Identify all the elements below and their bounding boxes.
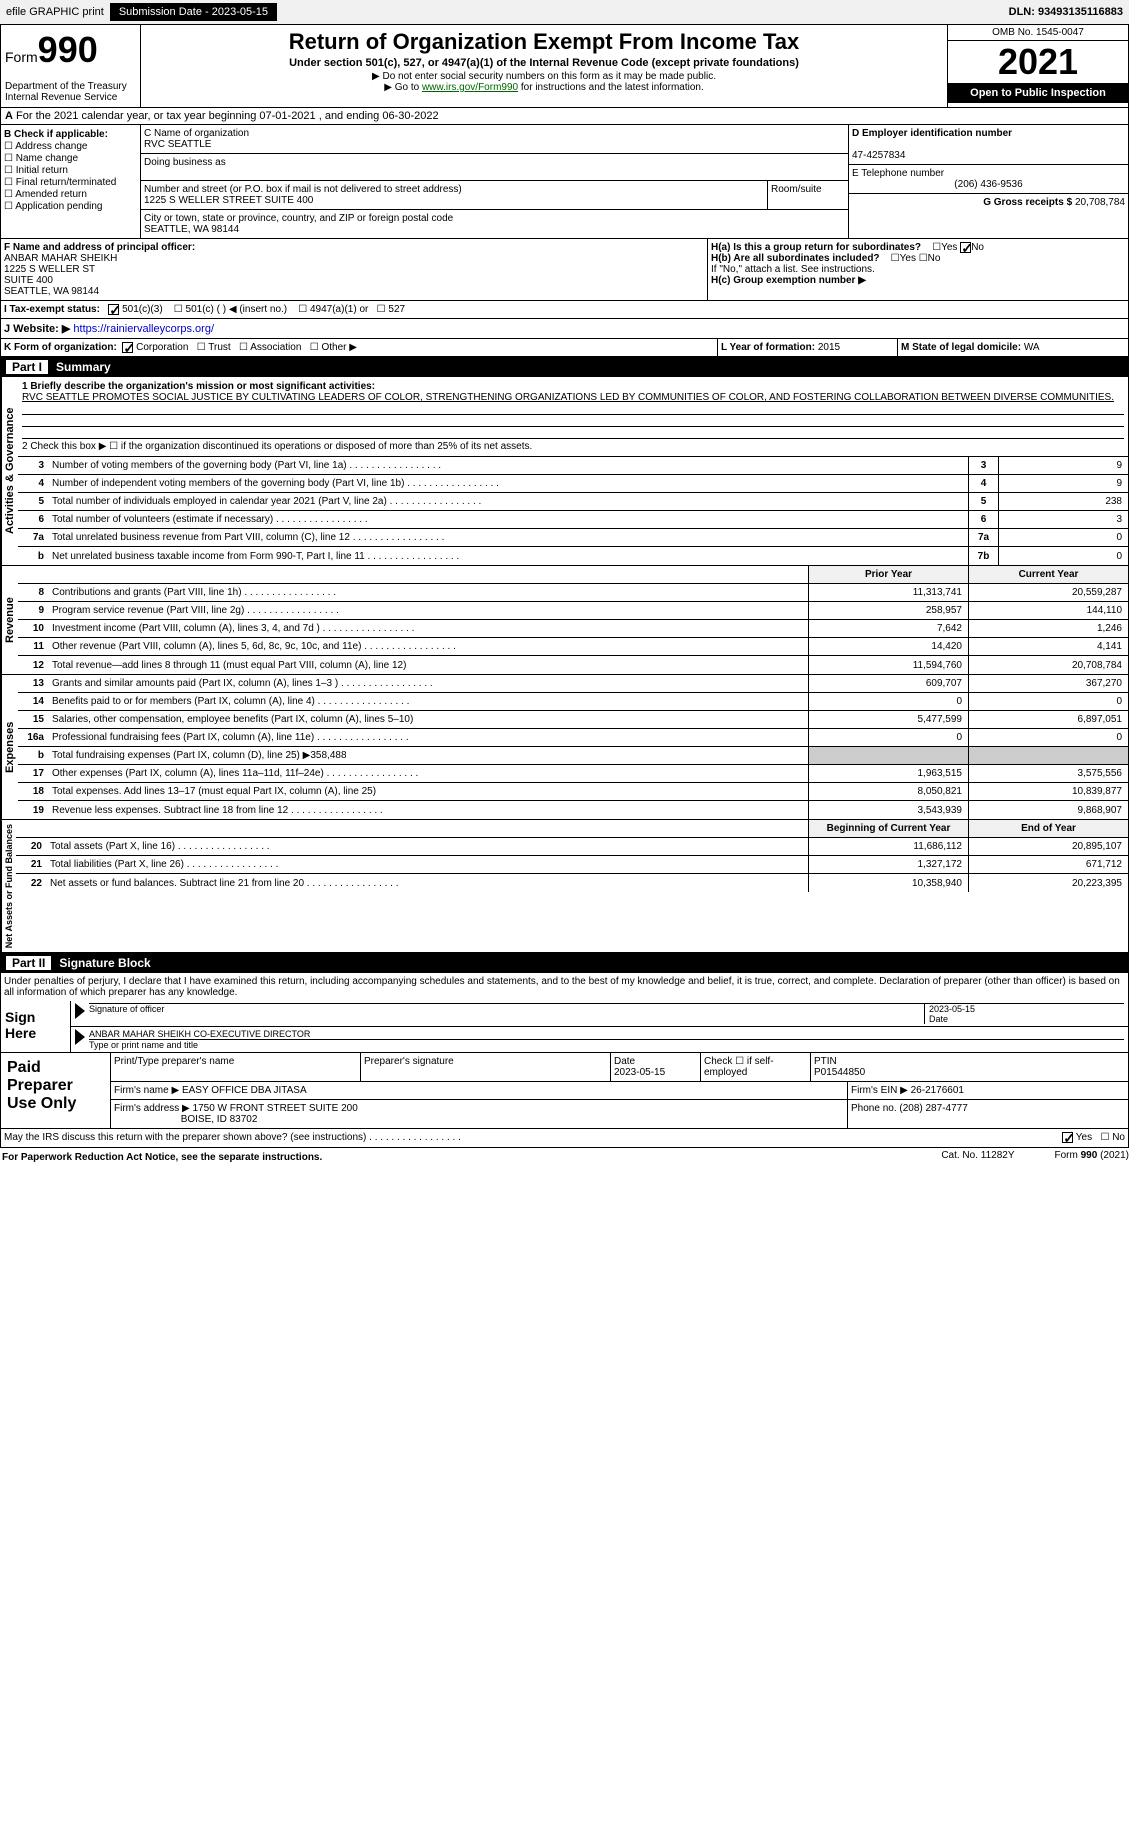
- room-box: Room/suite: [768, 181, 848, 210]
- gross-receipts-box: G Gross receipts $ 20,708,784: [849, 194, 1128, 211]
- dba-box: Doing business as: [141, 154, 848, 181]
- submission-date-btn[interactable]: Submission Date - 2023-05-15: [110, 3, 277, 21]
- form-note2: ▶ Go to www.irs.gov/Form990 for instruct…: [145, 82, 943, 93]
- ein-box: D Employer identification number 47-4257…: [849, 125, 1128, 165]
- paperwork-footer: For Paperwork Reduction Act Notice, see …: [0, 1148, 1129, 1167]
- form-title: Return of Organization Exempt From Incom…: [145, 29, 943, 55]
- section-a: A For the 2021 calendar year, or tax yea…: [0, 108, 1129, 125]
- corp-check[interactable]: [122, 342, 133, 353]
- tel-box: E Telephone number (206) 436-9536: [849, 165, 1128, 194]
- address-box: Number and street (or P.O. box if mail i…: [141, 181, 768, 210]
- preparer-label: Paid Preparer Use Only: [1, 1053, 111, 1128]
- ein-tel-column: D Employer identification number 47-4257…: [848, 125, 1128, 238]
- governance-vlabel: Activities & Governance: [1, 377, 18, 565]
- header-right: OMB No. 1545-0047 2021 Open to Public In…: [948, 25, 1128, 107]
- tax-year: 2021: [948, 41, 1128, 83]
- arrow-icon: [75, 1029, 85, 1045]
- check-if-column: B Check if applicable: ☐ Address change …: [1, 125, 141, 238]
- org-form-row: K Form of organization: Corporation ☐ Tr…: [0, 339, 1129, 357]
- website-link[interactable]: https://rainiervalleycorps.org/: [73, 323, 214, 335]
- app-pending-check[interactable]: ☐ Application pending: [4, 201, 137, 212]
- efile-label: efile GRAPHIC print: [6, 6, 104, 18]
- no-check-icon: [960, 242, 971, 253]
- part-2-header: Part II Signature Block: [0, 953, 1129, 973]
- preparer-section: Paid Preparer Use Only Print/Type prepar…: [0, 1053, 1129, 1129]
- form-subtitle: Under section 501(c), 527, or 4947(a)(1)…: [145, 57, 943, 69]
- website-row: J Website: ▶ https://rainiervalleycorps.…: [0, 319, 1129, 339]
- omb-number: OMB No. 1545-0047: [948, 25, 1128, 41]
- signature-section: Under penalties of perjury, I declare th…: [0, 973, 1129, 1053]
- name-change-check[interactable]: ☐ Name change: [4, 153, 137, 164]
- amended-return-check[interactable]: ☐ Amended return: [4, 189, 137, 200]
- tax-status-row: I Tax-exempt status: 501(c)(3) ☐ 501(c) …: [0, 301, 1129, 319]
- header-center: Return of Organization Exempt From Incom…: [141, 25, 948, 107]
- inspection-badge: Open to Public Inspection: [948, 83, 1128, 103]
- top-bar: efile GRAPHIC print Submission Date - 20…: [0, 0, 1129, 24]
- org-info-column: C Name of organization RVC SEATTLE Doing…: [141, 125, 848, 238]
- city-box: City or town, state or province, country…: [141, 210, 848, 238]
- revenue-section: Revenue Prior YearCurrent Year 8Contribu…: [0, 566, 1129, 675]
- dln-label: DLN: 93493135116883: [1009, 6, 1123, 18]
- yes-check[interactable]: [1062, 1132, 1073, 1143]
- arrow-icon: [75, 1003, 85, 1019]
- form-note1: ▶ Do not enter social security numbers o…: [145, 71, 943, 82]
- final-return-check[interactable]: ☐ Final return/terminated: [4, 177, 137, 188]
- governance-section: Activities & Governance 1 Briefly descri…: [0, 377, 1129, 566]
- netassets-section: Net Assets or Fund Balances Beginning of…: [0, 820, 1129, 953]
- netassets-vlabel: Net Assets or Fund Balances: [1, 820, 16, 952]
- form-number: 990: [38, 29, 98, 70]
- dept-label: Department of the Treasury Internal Reve…: [5, 81, 136, 103]
- header-left: Form990 Department of the Treasury Inter…: [1, 25, 141, 107]
- mission-text: RVC SEATTLE PROMOTES SOCIAL JUSTICE BY C…: [22, 392, 1124, 403]
- officer-info: F Name and address of principal officer:…: [1, 239, 708, 300]
- irs-link[interactable]: www.irs.gov/Form990: [422, 82, 518, 93]
- signature-declaration: Under penalties of perjury, I declare th…: [1, 973, 1128, 1001]
- expenses-vlabel: Expenses: [1, 675, 18, 819]
- expenses-section: Expenses 13Grants and similar amounts pa…: [0, 675, 1129, 820]
- group-return-info: H(a) Is this a group return for subordin…: [708, 239, 1128, 300]
- discuss-row: May the IRS discuss this return with the…: [0, 1129, 1129, 1147]
- org-name-box: C Name of organization RVC SEATTLE: [141, 125, 848, 154]
- addr-change-check[interactable]: ☐ Address change: [4, 141, 137, 152]
- main-info-block: B Check if applicable: ☐ Address change …: [0, 125, 1129, 239]
- part-1-header: Part I Summary: [0, 357, 1129, 377]
- form-word: Form: [5, 49, 38, 65]
- 501c3-check[interactable]: [108, 304, 119, 315]
- form-header: Form990 Department of the Treasury Inter…: [0, 24, 1129, 108]
- officer-row: F Name and address of principal officer:…: [0, 239, 1129, 301]
- initial-return-check[interactable]: ☐ Initial return: [4, 165, 137, 176]
- sign-here-label: Sign Here: [1, 1001, 71, 1052]
- revenue-vlabel: Revenue: [1, 566, 18, 674]
